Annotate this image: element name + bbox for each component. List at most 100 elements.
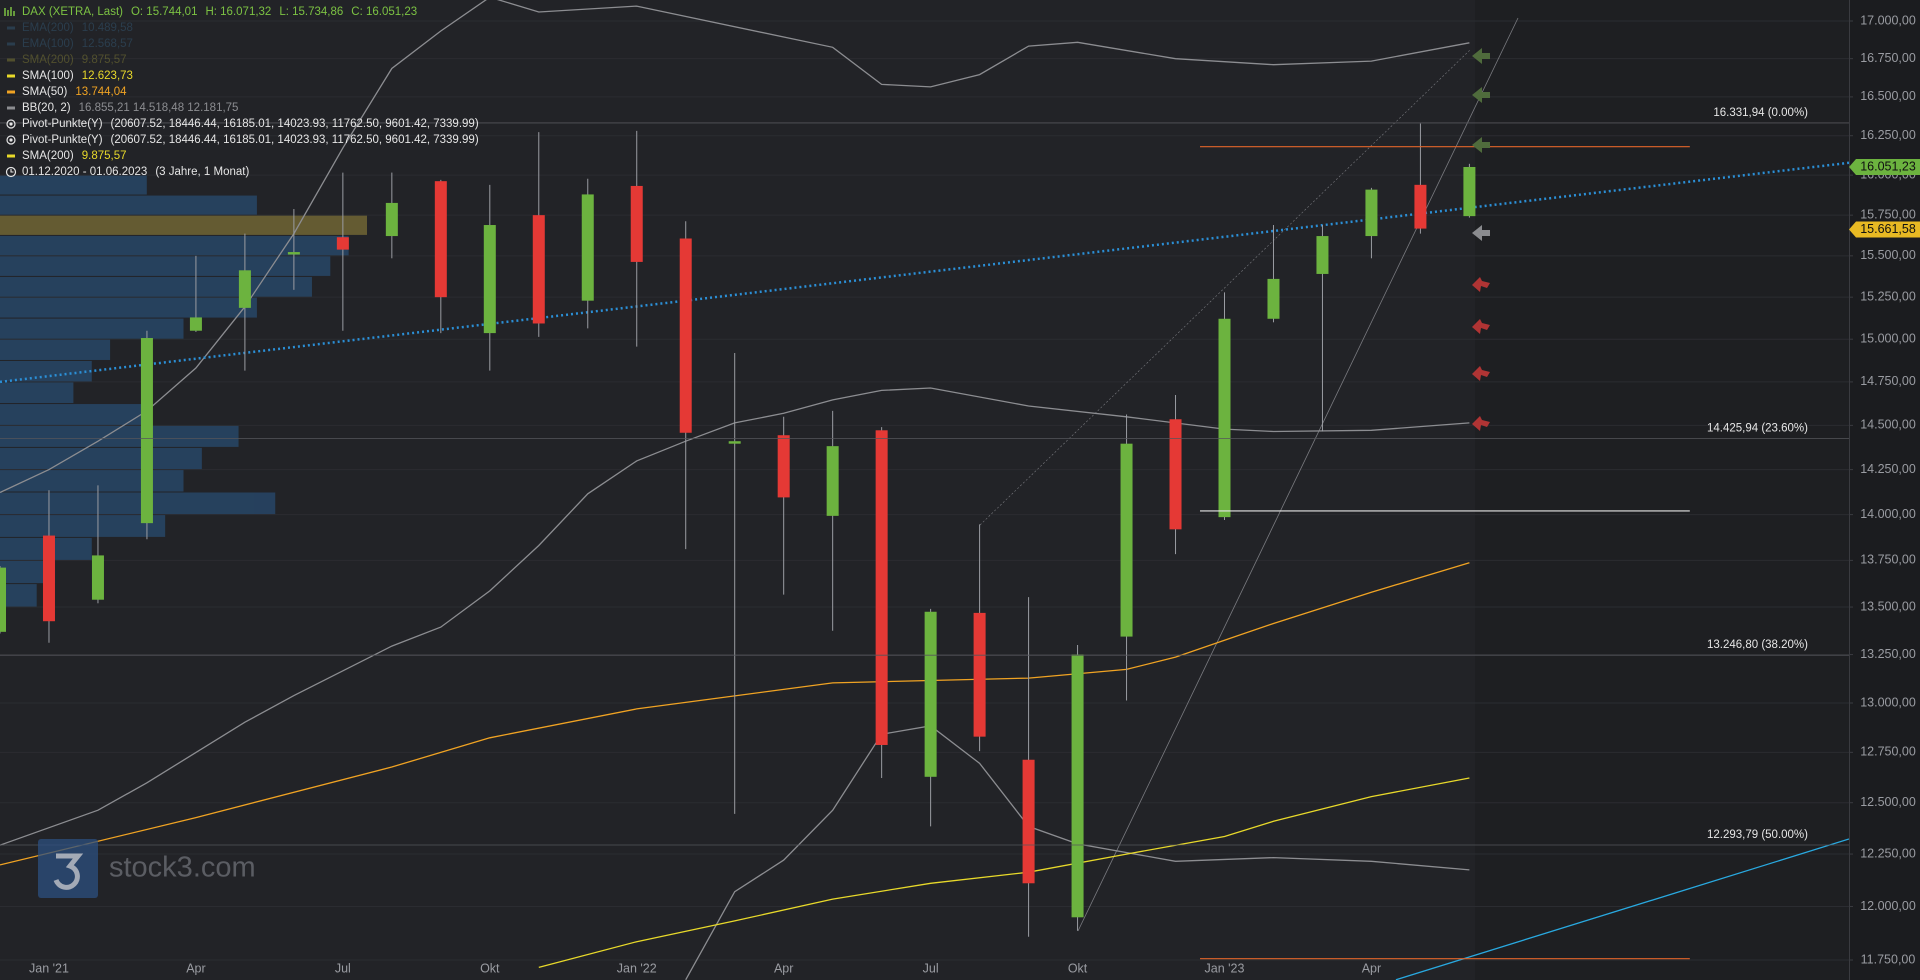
candle-body [679, 238, 692, 433]
candle-body [1218, 318, 1231, 518]
candle-body [189, 317, 202, 331]
legend-name: EMA(200) [22, 22, 74, 34]
indicator-line [0, 0, 1470, 494]
trend-line [1077, 17, 1519, 932]
candles [0, 123, 1476, 937]
legend-value: 9.875,57 [82, 54, 127, 66]
candle-body [238, 270, 251, 308]
legend-item: SMA(200) 9.875,57 [7, 54, 127, 66]
symbol: DAX (XETRA, Last) [22, 6, 123, 18]
indicators [0, 0, 1849, 980]
profile-bar [0, 339, 111, 360]
profile-bar [0, 492, 276, 515]
legend-name: SMA(100) [22, 70, 74, 82]
profile-bar [0, 584, 37, 607]
y-tick-label: 16.750,00 [1860, 51, 1916, 65]
candle-body [1022, 759, 1035, 884]
candle-body [385, 202, 398, 237]
grid [0, 20, 1849, 961]
legend-text: Pivot-Punkte(Y) (20607.52, 18446.44, 1618… [22, 134, 479, 146]
legend-value: 16.855,21 14.518,48 12.181,75 [79, 102, 239, 114]
legend-text: Pivot-Punkte(Y) (20607.52, 18446.44, 1618… [22, 118, 479, 130]
y-tick-label: 16.500,00 [1860, 89, 1916, 103]
arrow [1472, 48, 1490, 64]
x-tick-label: Jul [335, 961, 351, 975]
legend-name: SMA(50) [22, 86, 68, 98]
profile-bar [0, 297, 257, 318]
legend-text: EMA(200) 10.489,58 [22, 22, 133, 34]
legend-item: Pivot-Punkte(Y) (20607.52, 18446.44, 1618… [6, 118, 479, 130]
legend-icon [10, 169, 14, 173]
y-tick-label: 15.000,00 [1860, 331, 1916, 345]
candle-body [0, 567, 6, 632]
legend-text: SMA(50) 13.744,04 [22, 86, 127, 98]
legend-value: 9.875,57 [82, 150, 127, 162]
candle-body [581, 194, 594, 301]
legend-text: 01.12.2020 - 01.06.2023 (3 Jahre, 1 Monat… [22, 166, 249, 178]
candle-body [777, 435, 790, 498]
y-tick-label: 15.500,00 [1860, 248, 1916, 262]
volume-profile [0, 175, 367, 607]
x-tick-label: Apr [186, 961, 205, 975]
symbol-line: DAX (XETRA, Last) O: 15.744,01 H: 16.071,3… [22, 6, 417, 18]
legend-item: SMA(200) 9.875,57 [7, 150, 127, 162]
x-tick-label: Okt [480, 961, 500, 975]
profile-bar [0, 515, 166, 537]
candle-body [483, 225, 496, 334]
legend-item: SMA(50) 13.744,04 [7, 86, 127, 98]
candle-body [336, 237, 349, 250]
profile-bar [0, 470, 184, 492]
candle-body [91, 555, 104, 600]
candle-body [1463, 166, 1476, 217]
watermark: stock3.com [38, 839, 256, 898]
legend-icon [6, 119, 16, 129]
x-tick-label: Jan '22 [617, 961, 657, 975]
price-marker-label: 15.661,58 [1860, 222, 1916, 236]
price-marker [1849, 158, 1920, 175]
arrow [1472, 416, 1490, 431]
logo-glyph [53, 853, 84, 890]
y-tick-label: 16.250,00 [1860, 128, 1916, 142]
legend-value: 13.744,04 [75, 86, 127, 98]
legend-value: (3 Jahre, 1 Monat) [155, 166, 249, 178]
legend-item: SMA(100) 12.623,73 [7, 70, 133, 82]
indicator-line [685, 725, 1470, 980]
fib-label: 14.425,94 (23.60%) [1707, 422, 1808, 434]
arrow [1472, 277, 1490, 292]
y-tick-label: 13.750,00 [1860, 553, 1916, 567]
trend-line [0, 161, 1849, 384]
candle-body [875, 430, 888, 745]
legend-value: 12.623,73 [82, 70, 133, 82]
candle-body [1267, 278, 1280, 319]
profile-bar [0, 318, 184, 339]
ohlc-value: C: 16.051,23 [351, 6, 417, 18]
indicator-line [1395, 838, 1849, 980]
profile-bar [0, 447, 202, 470]
y-tick-label: 14.750,00 [1860, 374, 1916, 388]
profile-bar [0, 404, 147, 425]
arrow [1472, 87, 1490, 103]
profile-bar [0, 235, 349, 256]
ohlc-value: H: 16.071,32 [205, 6, 271, 18]
y-tick-label: 15.250,00 [1860, 289, 1916, 303]
y-tick-label: 12.500,00 [1860, 795, 1916, 809]
y-tick-label: 15.750,00 [1860, 207, 1916, 221]
y-tick-label: 12.750,00 [1860, 745, 1916, 759]
legend-text: EMA(100) 12.568,57 [22, 38, 133, 50]
ohlc-value: L: 15.734,86 [279, 6, 343, 18]
signal-arrows [1472, 48, 1490, 431]
profile-bar [0, 175, 147, 195]
fib-label: 13.246,80 (38.20%) [1707, 639, 1808, 651]
symbol-icon [4, 7, 15, 16]
legend-name: Pivot-Punkte(Y) [22, 134, 103, 146]
arrow [1472, 366, 1490, 381]
y-tick-label: 14.500,00 [1860, 418, 1916, 432]
y-tick-label: 14.000,00 [1860, 507, 1916, 521]
legend-value: 10.489,58 [82, 22, 133, 34]
candle-body [532, 215, 545, 324]
legend-name: BB(20, 2) [22, 102, 71, 114]
candle-body [973, 612, 986, 737]
candle-body [434, 181, 447, 298]
